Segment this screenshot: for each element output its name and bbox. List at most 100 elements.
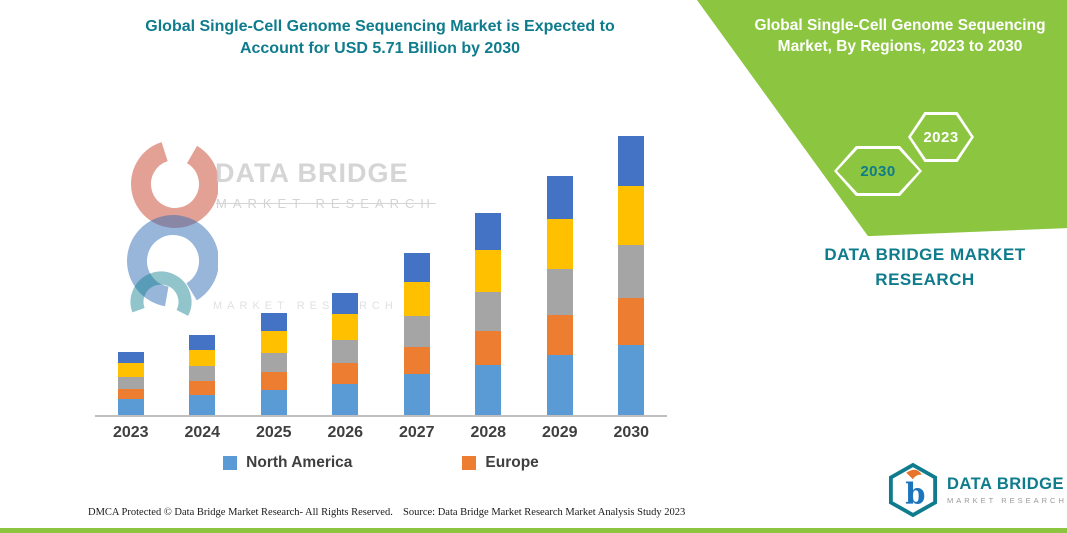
legend-swatch (462, 456, 477, 470)
x-axis-label-2024: 2024 (184, 424, 221, 441)
bar-segment (403, 374, 430, 415)
stacked-bar-2025 (260, 312, 287, 415)
bar-segment (403, 282, 430, 317)
bar-segment (403, 252, 430, 283)
bar-segment (475, 330, 502, 365)
stacked-bar-2023 (117, 352, 144, 415)
watermark-subtitle: MARKET RESEARCH (216, 196, 436, 211)
bar-segment (475, 213, 502, 250)
stacked-bar-2029 (546, 176, 573, 415)
bar-segment (403, 347, 430, 375)
bar-segment (332, 314, 359, 340)
bar-segment (618, 186, 645, 245)
bar-segment (475, 249, 502, 293)
bar-segment (618, 297, 645, 346)
bar-segment (332, 384, 359, 415)
brand-wordmark-line1: DATA BRIDGE MARKET (824, 245, 1026, 264)
chart-plot-area: DATA BRIDGE MARKET RESEARCH MARKET RESEA… (95, 128, 667, 417)
x-axis-label-2025: 2025 (255, 424, 292, 441)
bar-segment (546, 176, 573, 220)
bar-segment (260, 331, 287, 353)
x-axis-label-2030: 2030 (613, 424, 650, 441)
svg-text:b: b (905, 476, 925, 510)
x-axis-label-2026: 2026 (327, 424, 364, 441)
hexagon-year-2030: 2030 (834, 146, 922, 196)
bar-segment (260, 352, 287, 373)
hexagon-year-2023: 2023 (908, 112, 974, 162)
bar-segment (117, 352, 144, 364)
bar-segment (618, 345, 645, 415)
hexagon-fill (837, 149, 919, 193)
bar-segment (475, 364, 502, 415)
chart-title-line2: Account for USD 5.71 Billion by 2030 (239, 40, 521, 57)
company-logo-icon: b (888, 462, 938, 518)
bar-segment (189, 334, 216, 350)
bar-slot-2026 (310, 292, 382, 415)
bar-segment (260, 389, 287, 415)
bottom-green-strip (0, 528, 1067, 533)
brand-wordmark: DATA BRIDGE MARKET RESEARCH (800, 242, 1050, 292)
bar-segment (546, 355, 573, 415)
watermark-logo-icon (127, 140, 218, 331)
bar-segment (546, 269, 573, 315)
legend-label: North America (246, 454, 353, 471)
x-axis-label-2023: 2023 (112, 424, 149, 441)
chart-title: Global Single-Cell Genome Sequencing Mar… (100, 16, 660, 60)
legend-item-north-america: North America (223, 454, 352, 472)
brand-wordmark-line2: RESEARCH (875, 270, 975, 289)
bar-segment (117, 363, 144, 377)
company-logo-name: DATA BRIDGE (947, 475, 1065, 493)
x-axis-label-2028: 2028 (470, 424, 507, 441)
stacked-bar-2026 (332, 292, 359, 415)
bar-segment (189, 381, 216, 395)
bar-slot-2027 (381, 252, 453, 415)
x-axis-label-2027: 2027 (398, 424, 435, 441)
right-panel-title-line2: Market, By Regions, 2023 to 2030 (777, 38, 1023, 55)
bar-segment (189, 366, 216, 382)
hexagon-year-label: 2023 (923, 128, 959, 146)
legend-swatch (223, 456, 238, 470)
legend-item-europe: Europe (462, 454, 539, 472)
bar-segment (546, 219, 573, 270)
right-panel-title-line1: Global Single-Cell Genome Sequencing (754, 17, 1046, 34)
bar-segment (618, 136, 645, 187)
bar-segment (618, 244, 645, 298)
hexagon-year-label: 2030 (860, 162, 896, 180)
stacked-bar-chart (95, 128, 667, 415)
bar-segment (260, 312, 287, 332)
watermark-title: DATA BRIDGE (215, 158, 409, 188)
bar-segment (332, 363, 359, 385)
stacked-bar-2030 (618, 136, 645, 415)
bar-segment (475, 292, 502, 331)
stacked-bar-2028 (475, 213, 502, 415)
stacked-bar-2027 (403, 252, 430, 415)
bar-segment (189, 395, 216, 415)
chart-title-line1: Global Single-Cell Genome Sequencing Mar… (145, 18, 615, 35)
bar-segment (189, 349, 216, 367)
right-panel-title: Global Single-Cell Genome Sequencing Mar… (745, 15, 1055, 57)
chart-legend: North America Europe (95, 454, 667, 472)
footer-dmca-text: DMCA Protected © Data Bridge Market Rese… (88, 507, 393, 518)
bar-segment (260, 372, 287, 390)
watermark-layer: DATA BRIDGE MARKET RESEARCH MARKET RESEA… (95, 128, 667, 415)
bar-slot-2025 (238, 312, 310, 415)
bar-slot-2028 (453, 213, 525, 415)
bar-segment (117, 388, 144, 400)
footer-source-text: Source: Data Bridge Market Research Mark… (403, 507, 686, 518)
x-axis-label-2029: 2029 (541, 424, 578, 441)
bar-slot-2029 (524, 176, 596, 415)
bar-slot-2030 (596, 136, 668, 415)
bar-slot-2024 (167, 334, 239, 415)
company-logo: b DATA BRIDGE MARKET RESEARCH (888, 462, 1067, 518)
bar-segment (117, 399, 144, 415)
stacked-bar-2024 (189, 334, 216, 415)
bar-segment (332, 292, 359, 315)
x-axis-labels: 2023 2024 2025 2026 2027 2028 2029 2030 (95, 424, 667, 442)
company-logo-tagline: MARKET RESEARCH (947, 496, 1067, 505)
bar-segment (117, 376, 144, 389)
bar-slot-2023 (95, 352, 167, 415)
company-logo-text: DATA BRIDGE MARKET RESEARCH (947, 475, 1067, 505)
legend-label: Europe (485, 454, 539, 471)
bar-segment (332, 339, 359, 364)
